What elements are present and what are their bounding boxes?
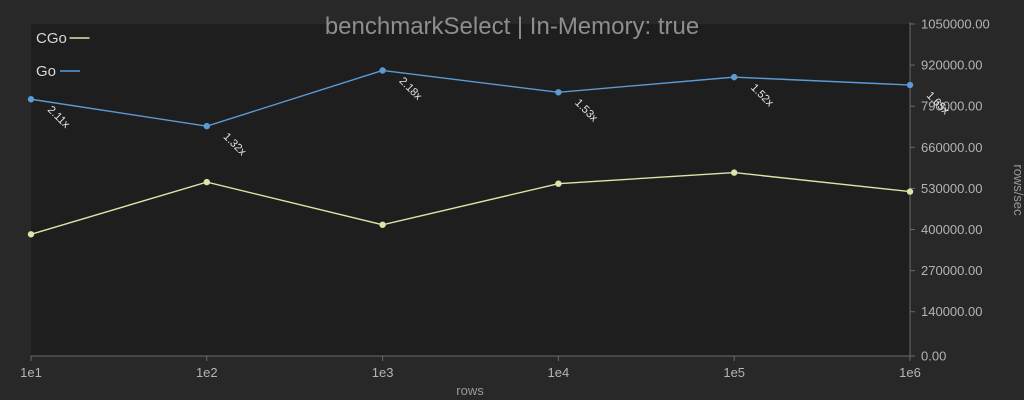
y-tick-label: 400000.00 — [921, 222, 982, 237]
legend-item-cgo[interactable]: CGo — [36, 30, 90, 47]
x-tick-label: 1e1 — [20, 365, 42, 380]
series-points — [27, 67, 914, 238]
x-axis-title: rows — [456, 383, 484, 398]
data-point-cgo[interactable] — [379, 221, 386, 228]
y-tick-label: 0.00 — [921, 349, 946, 364]
data-point-cgo[interactable] — [906, 188, 914, 195]
y-tick-label: 1050000.00 — [921, 17, 990, 32]
x-tick-label: 1e5 — [723, 365, 745, 380]
legend-label: Go — [36, 63, 56, 80]
data-point-go[interactable] — [555, 89, 562, 96]
y-tick-label: 660000.00 — [921, 140, 982, 155]
data-point-cgo[interactable] — [27, 231, 35, 238]
y-tick-label: 920000.00 — [921, 58, 982, 73]
y-tick-label: 530000.00 — [921, 181, 982, 196]
legend-item-go[interactable]: Go — [36, 63, 80, 80]
data-point-go[interactable] — [27, 96, 35, 103]
y-axis-title: rows/sec — [1011, 164, 1024, 216]
plot-area — [31, 24, 910, 356]
series-line-go — [30, 69, 911, 127]
series-lines — [30, 69, 911, 235]
chart-title: benchmarkSelect | In-Memory: true — [325, 13, 699, 40]
legend[interactable]: CGo Go — [36, 30, 90, 80]
data-point-go[interactable] — [731, 73, 738, 81]
data-point-cgo[interactable] — [731, 169, 738, 176]
series-line-cgo — [30, 171, 911, 235]
data-point-go[interactable] — [379, 67, 386, 74]
data-point-cgo[interactable] — [555, 180, 562, 187]
y-tick-label: 270000.00 — [921, 263, 982, 278]
y-tick-label: 140000.00 — [921, 304, 982, 319]
x-tick-label: 1e3 — [372, 365, 394, 380]
x-tick-label: 1e2 — [196, 365, 218, 380]
x-tick-label: 1e6 — [899, 365, 921, 380]
y-tick-label: 790000.00 — [921, 99, 982, 114]
legend-label: CGo — [36, 30, 67, 47]
data-point-cgo[interactable] — [203, 178, 210, 186]
data-point-go[interactable] — [906, 81, 914, 89]
data-point-go[interactable] — [203, 122, 210, 130]
x-tick-label: 1e4 — [548, 365, 570, 380]
